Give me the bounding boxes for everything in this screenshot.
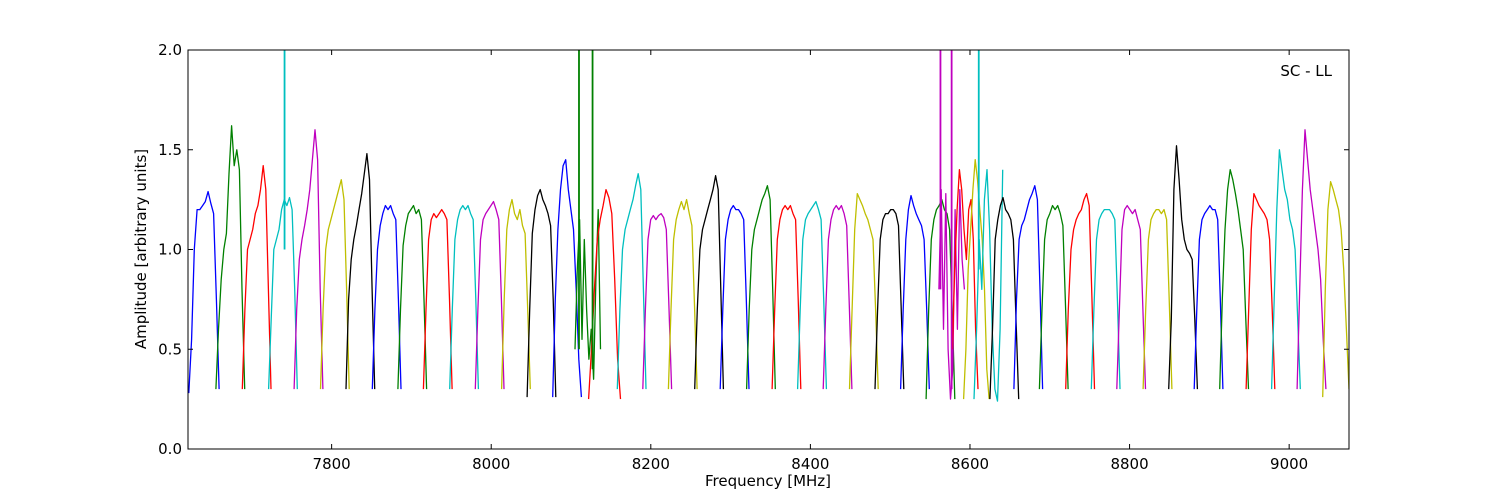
series-band-38 xyxy=(1065,192,1096,390)
series-band-47 xyxy=(1296,129,1327,390)
series-band-12 xyxy=(474,200,505,390)
series-band-33 xyxy=(962,159,990,400)
y-axis-label: Amplitude [arbitrary units] xyxy=(132,149,150,349)
series-band-11 xyxy=(449,204,480,390)
series-band-29 xyxy=(899,194,930,390)
series-band-21 xyxy=(694,175,725,390)
x-tick-label: 7800 xyxy=(313,455,351,473)
series-band-24 xyxy=(771,204,802,390)
plot-frame xyxy=(187,49,1350,450)
series-band-6 xyxy=(319,179,350,390)
series-band-48 xyxy=(1322,181,1349,398)
series-band-22 xyxy=(719,204,750,390)
series-band-8 xyxy=(371,204,402,390)
series-band-2 xyxy=(215,125,246,390)
series-band-39 xyxy=(1090,208,1121,390)
x-axis-ticks: 7800 8000 8200 8400 8600 8800 9000 xyxy=(313,50,1308,473)
series-band-36 xyxy=(1013,185,1044,390)
series-band-3 xyxy=(241,165,272,390)
series-band-17 xyxy=(587,188,622,400)
series-band-23 xyxy=(745,185,776,390)
series-band-9 xyxy=(397,204,428,390)
y-tick-label: 1.5 xyxy=(158,141,182,159)
series-band-5 xyxy=(293,129,324,390)
series-band-45 xyxy=(1245,192,1276,390)
series-band-4 xyxy=(267,196,298,390)
x-tick-label: 9000 xyxy=(1270,455,1308,473)
series-band-14 xyxy=(526,188,557,398)
series-band-46 xyxy=(1270,149,1301,390)
series-band-1 xyxy=(188,190,220,394)
series-band-20 xyxy=(667,198,698,390)
x-tick-label: 8200 xyxy=(632,455,670,473)
x-tick-label: 8800 xyxy=(1110,455,1148,473)
x-axis-label: Frequency [MHz] xyxy=(705,472,831,490)
series-band-35 xyxy=(989,196,1020,400)
series-band-19 xyxy=(642,212,673,390)
y-tick-label: 1.0 xyxy=(158,241,182,259)
spike-layer xyxy=(283,50,980,390)
y-tick-label: 0.0 xyxy=(158,440,182,458)
x-tick-label: 8600 xyxy=(951,455,989,473)
series-band-10 xyxy=(422,208,453,390)
series-band-37 xyxy=(1038,204,1069,390)
series-band-26 xyxy=(822,204,853,390)
series-band-40 xyxy=(1116,204,1147,390)
y-tick-label: 0.5 xyxy=(158,340,182,358)
y-tick-label: 2.0 xyxy=(158,41,182,59)
series-band-43 xyxy=(1193,204,1224,390)
x-tick-label: 8000 xyxy=(472,455,510,473)
panel-annotation: SC - LL xyxy=(1280,62,1332,80)
y-axis-ticks: 0.0 0.5 1.0 1.5 2.0 xyxy=(158,41,1349,458)
series-band-13 xyxy=(500,198,531,390)
series-band-25 xyxy=(796,200,828,390)
series-band-18 xyxy=(616,173,647,390)
x-tick-label: 8400 xyxy=(791,455,829,473)
series-layer xyxy=(188,125,1349,402)
series-band-42 xyxy=(1168,145,1199,390)
series-band-44 xyxy=(1219,169,1250,390)
series-band-32 xyxy=(951,169,979,390)
series-band-27 xyxy=(848,192,879,390)
series-band-28 xyxy=(874,208,905,390)
series-band-41 xyxy=(1142,208,1173,390)
series-band-7 xyxy=(345,153,376,390)
